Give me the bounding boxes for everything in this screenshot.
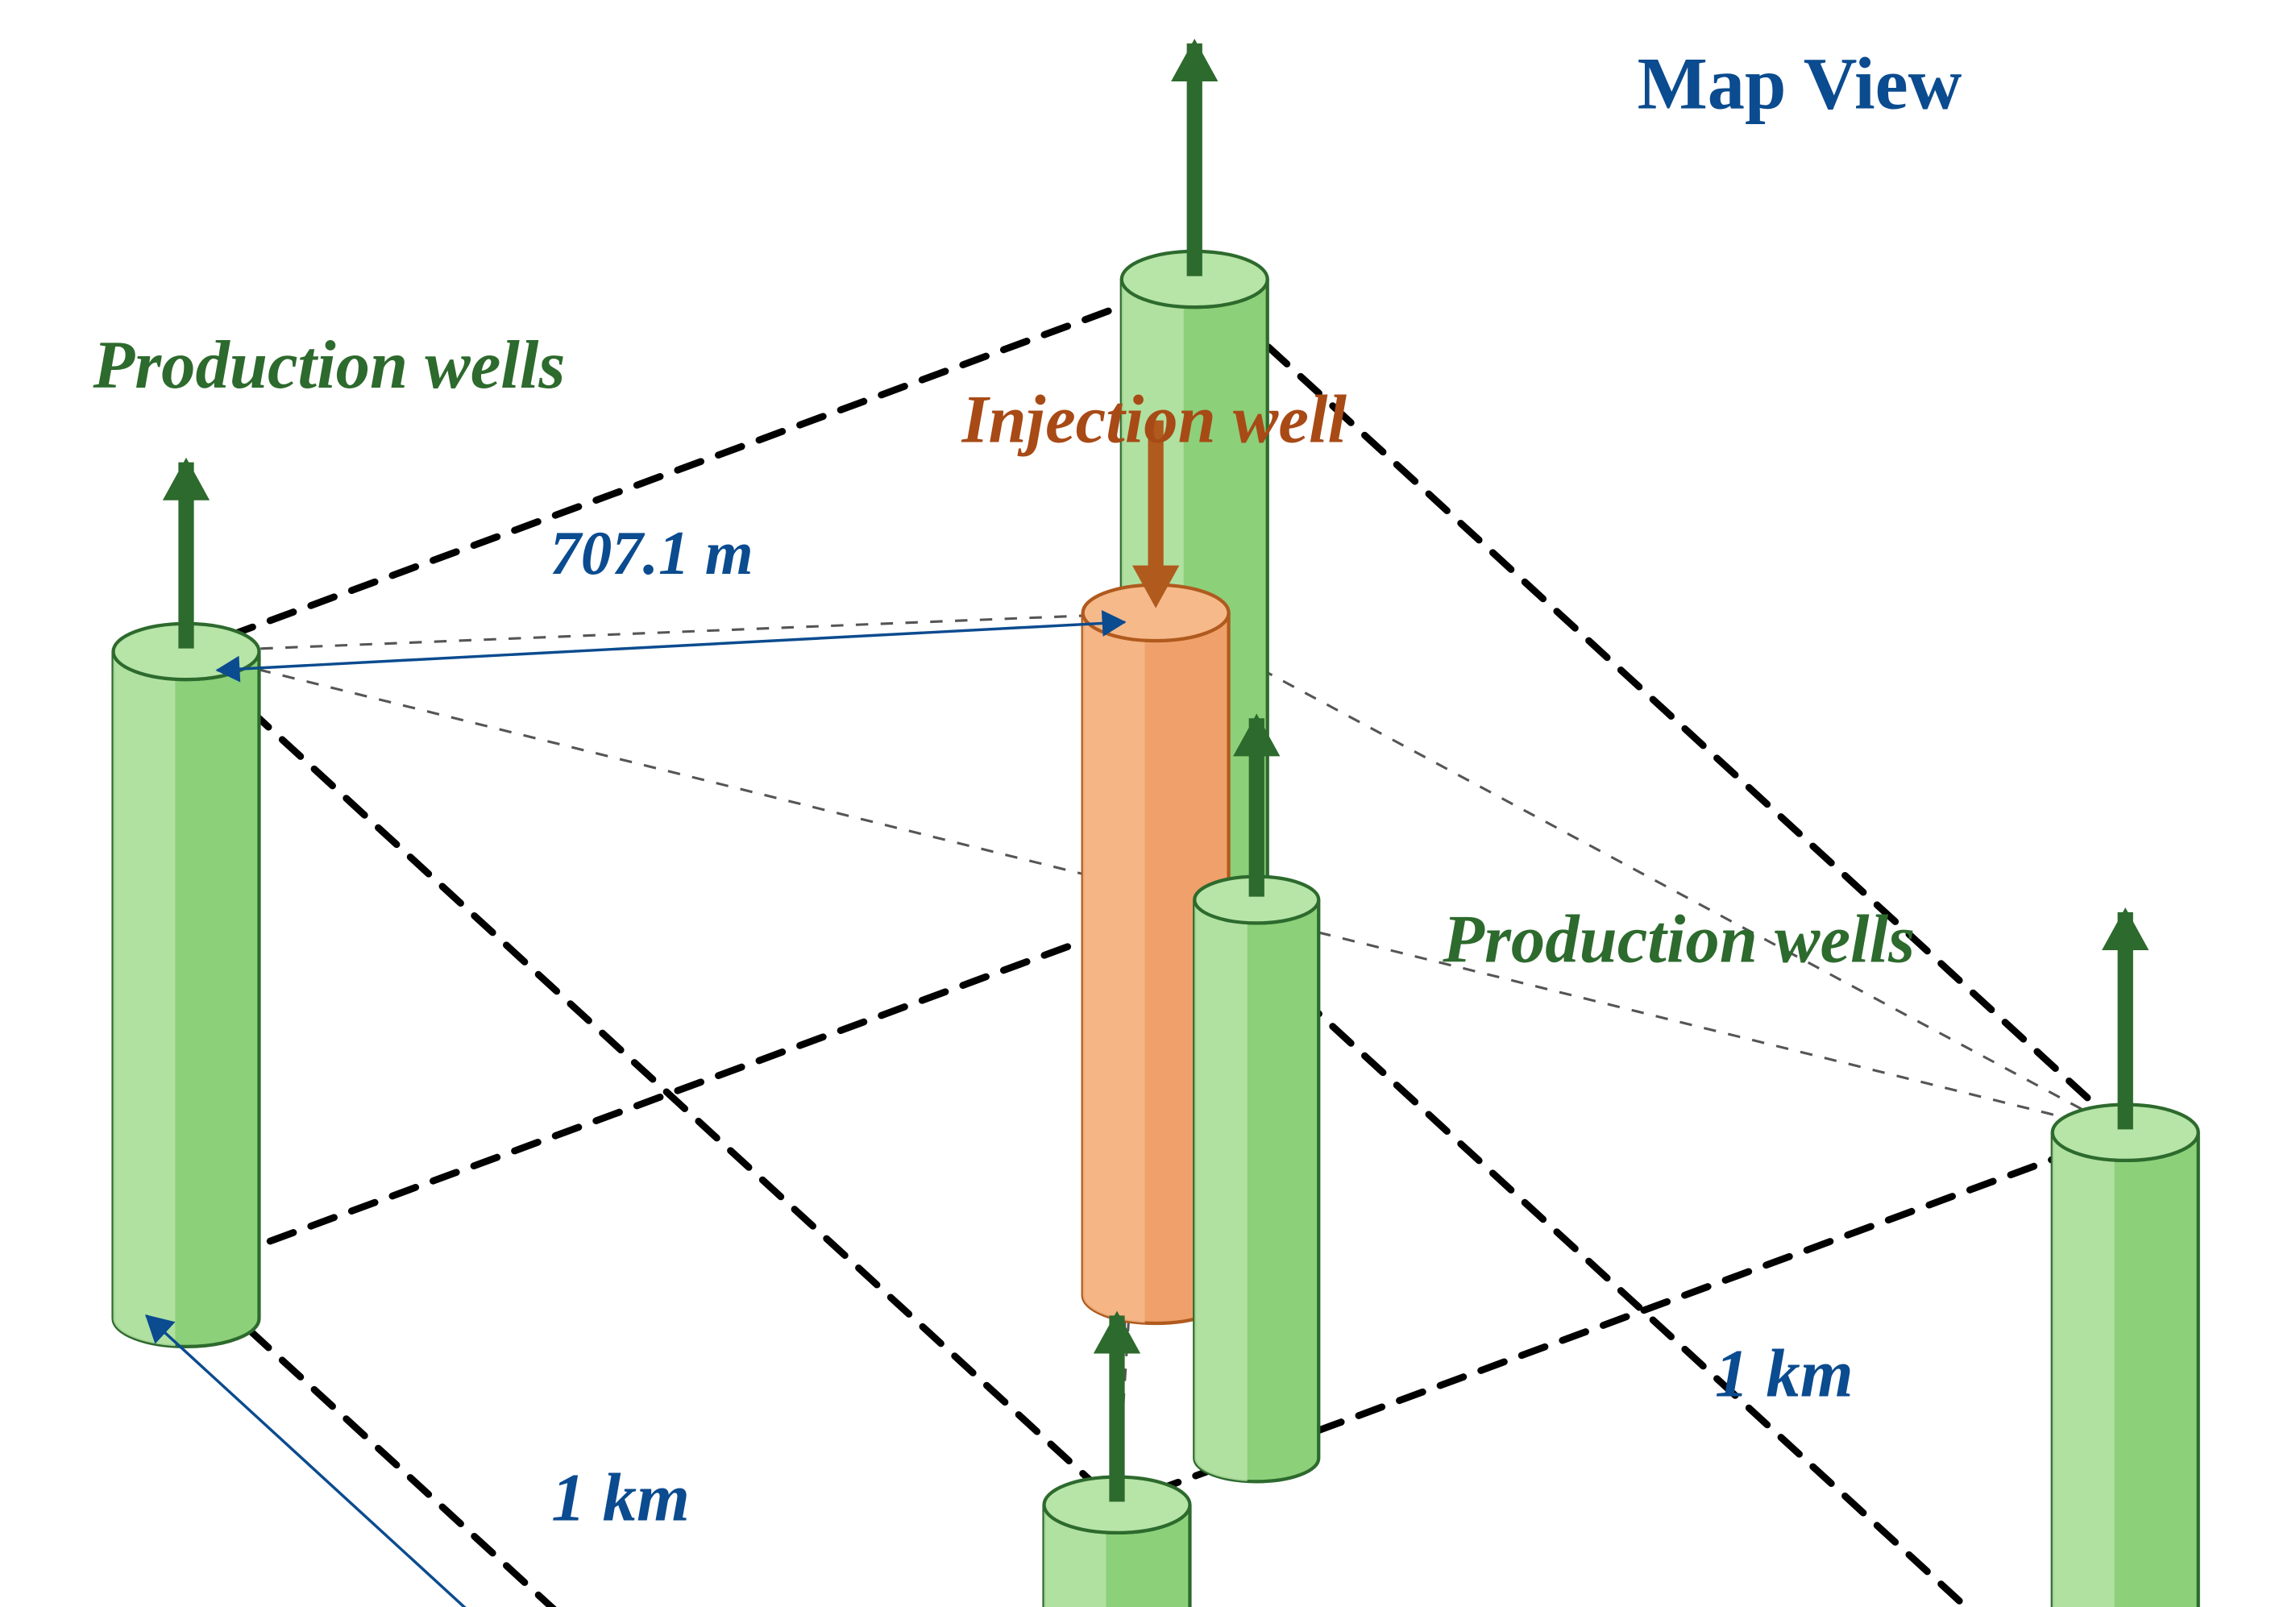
label-side-right: 1 km — [1715, 1336, 1854, 1411]
label-production-right: Production wells — [1442, 902, 1915, 977]
production-well-inner — [1194, 877, 1318, 1482]
label-injection: Injection well — [961, 383, 1347, 458]
prod-arrow-back-right — [2103, 909, 2148, 1129]
title-map-view: Map View — [1638, 43, 1962, 125]
five-spot-diagram: Map View Production wells Production wells… — [0, 0, 2296, 1607]
production-well-left — [114, 624, 259, 1347]
label-production-left: Production wells — [93, 328, 566, 403]
production-well-back-right — [2053, 1105, 2198, 1607]
prod-arrow-back — [1173, 40, 1217, 276]
prod-arrow-left — [164, 459, 208, 649]
prod-arrow-front — [1094, 1313, 1139, 1502]
label-side-left: 1 km — [551, 1460, 690, 1535]
label-diag-distance: 707.1 m — [550, 518, 753, 588]
